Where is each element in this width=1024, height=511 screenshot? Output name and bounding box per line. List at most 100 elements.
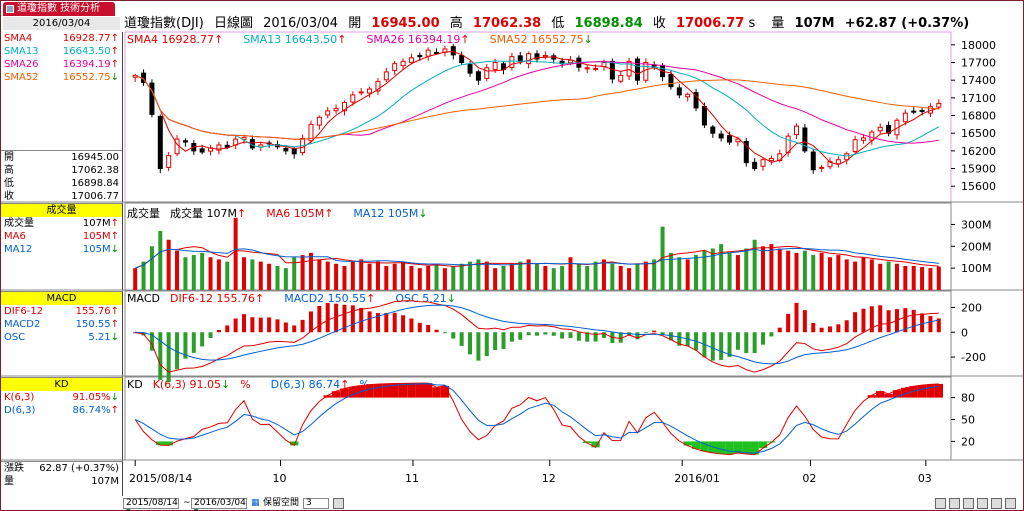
open-value: 16945.00 [371,16,440,31]
candle-body [618,74,624,82]
candle-body [911,110,917,113]
volume-bar [367,263,372,290]
macd-osc-bar [468,332,473,355]
macd-osc-bar [526,332,531,336]
candle-body [634,58,640,81]
sma4-line [134,51,939,166]
candle-body [224,144,230,148]
zoom-icon[interactable] [935,498,946,509]
prev-page-icon[interactable] [963,498,974,509]
end-date-select[interactable]: 2016/03/04 ▾ [191,498,247,511]
close-label: 收 [652,16,666,31]
volume-bar [493,268,498,290]
macd-osc-bar [836,324,841,333]
macd-osc-bar [710,332,715,361]
candle-body [475,71,481,81]
price-legend-item: SMA52 16552.75↓ [489,33,593,46]
macd-osc-bar [652,330,657,333]
macd-legend-item: MACD [127,292,160,305]
settings-icon[interactable] [1005,498,1016,509]
volume-bar [560,265,565,290]
sma-value: 16643.50↑ [62,46,119,57]
start-date-select[interactable]: 2015/08/14 ▾ [123,498,179,511]
volume-value: 107M [794,16,835,31]
volume-bar [484,261,489,290]
volume-bar [878,263,883,290]
macd-osc-bar [501,332,506,350]
volume-bar [216,259,221,290]
ohlc-row: 開 16945.00 [1,151,122,164]
macd-osc-bar [668,332,673,341]
macd-osc-bar [250,317,255,333]
arrow-down-icon: ↓ [220,378,231,391]
arrow-up-icon: ↑ [254,292,265,305]
candle-body [760,159,766,167]
macd-osc-bar [576,332,581,341]
macd-osc-bar [827,326,832,333]
macd-osc-bar [476,332,481,361]
volume-bar [585,265,590,290]
volume-stat-label: MA12 [4,244,33,255]
volume-stat-value: 105M↓ [82,244,119,255]
volume-bar [677,257,682,290]
macd-osc-bar [777,327,782,333]
change-stat-value: 107M [91,476,119,487]
volume-bar [836,255,841,290]
volume-bar [308,252,313,290]
volume-section-title[interactable]: 成交量 [1,204,122,217]
macd-osc-bar [936,318,941,333]
kd-k-line [134,382,939,456]
candle-body [291,148,297,155]
volume-list: 成交量 107M↑ MA6 105M↑ MA12 105M↓ [1,217,122,256]
next-page-icon[interactable] [977,498,988,509]
last-page-icon[interactable] [991,498,1002,509]
candle-body [643,62,649,81]
x-axis-label: 02 [802,472,816,485]
kd-section-title[interactable]: KD [1,378,122,391]
candle-body [768,158,774,162]
macd-tick-label: 200 [961,301,982,314]
macd-section-title[interactable]: MACD [1,292,122,305]
macd-osc-bar [275,319,280,333]
sma-label: SMA52 [4,72,39,83]
volume-bar [191,255,196,290]
arrow-down-icon: ↓ [418,207,428,220]
keep-space-value: 3 [306,498,312,508]
arrow-up-icon: ↑ [110,218,119,229]
candle-body [216,144,222,151]
price-tick-label: 17100 [961,92,996,105]
chart-period[interactable]: 日線圖 [213,16,253,31]
first-page-icon[interactable] [949,498,960,509]
macd-osc-bar [493,332,498,350]
candle-body [685,93,691,98]
volume-stat-value: 107M↑ [82,218,119,229]
arrow-down-icon: ↓ [446,292,456,305]
macd-stat-value: 155.76↑ [75,306,119,317]
volume-bar [685,259,690,290]
macd-osc-bar [292,325,297,333]
macd-osc-bar [844,320,849,333]
volume-bar [635,263,640,290]
volume-bar [417,268,422,290]
candle-body [718,133,724,139]
volume-bar [300,255,305,290]
chart-canvas[interactable]: 18000 17700 17400 17100 16800 16500 16200 15900… [1,1,1023,496]
scroll-left-button[interactable] [333,498,344,509]
volume-bar [936,266,941,290]
macd-signal-line [135,304,939,365]
arrow-up-icon: ↑ [340,378,350,391]
volume-bar [861,257,866,290]
keep-space-icon: ▦ [251,498,260,508]
candle-body [333,107,339,112]
candle-body [919,109,925,112]
candle-body [860,137,866,141]
candle-body [517,55,523,62]
keep-space-input[interactable]: 3 [303,498,329,509]
macd-osc-bar [367,311,372,333]
volume-bar [853,261,858,290]
macd-osc-bar [334,303,339,333]
volume-bar [225,261,230,290]
macd-osc-bar [794,302,799,333]
volume-legend-item: 成交量 [127,207,160,220]
window-title-tab[interactable]: 道瓊指數 技術分析 [3,2,115,16]
